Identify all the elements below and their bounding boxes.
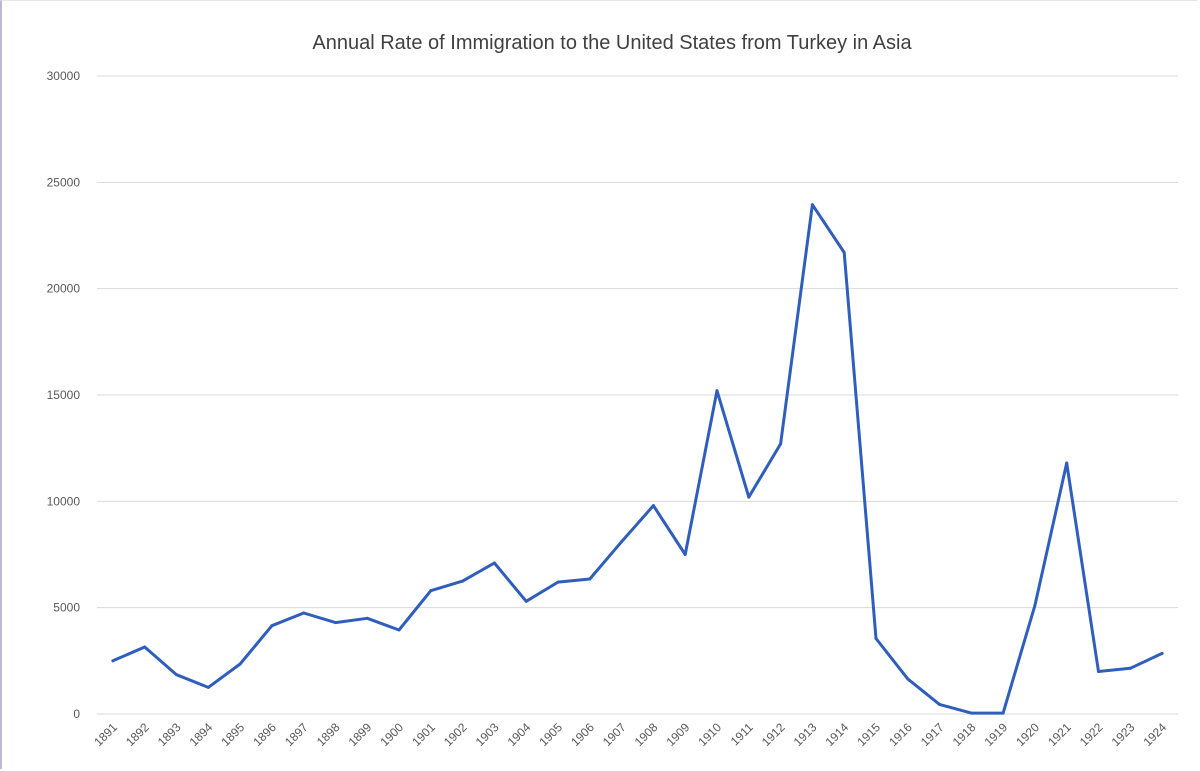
x-tick-label: 1923 xyxy=(1109,720,1138,749)
data-point-1898 xyxy=(333,621,337,625)
data-point-1920 xyxy=(1033,604,1037,608)
data-point-1918 xyxy=(969,711,973,715)
x-tick-label: 1901 xyxy=(409,720,438,749)
x-tick-label: 1915 xyxy=(854,720,883,749)
x-tick-label: 1921 xyxy=(1045,720,1074,749)
x-axis-ticks: 1891 1892 1893 1894 1895 1896 1897 1898 1899 1900… xyxy=(91,720,1169,749)
x-tick-label: 1904 xyxy=(505,720,534,749)
x-tick-label: 1916 xyxy=(886,720,915,749)
data-point-1924 xyxy=(1160,651,1164,655)
x-tick-label: 1911 xyxy=(728,720,756,748)
x-tick-label: 1903 xyxy=(473,720,502,749)
data-point-1896 xyxy=(270,624,274,628)
x-tick-label: 1898 xyxy=(314,720,343,749)
x-tick-label: 1897 xyxy=(282,720,311,749)
x-tick-label: 1902 xyxy=(441,720,470,749)
x-tick-label: 1906 xyxy=(568,720,597,749)
x-tick-label: 1918 xyxy=(950,720,979,749)
x-tick-label: 1912 xyxy=(759,720,788,749)
data-point-1905 xyxy=(556,580,560,584)
data-point-1903 xyxy=(492,561,496,565)
y-tick-label: 5000 xyxy=(53,601,80,615)
data-point-1922 xyxy=(1097,669,1101,673)
x-tick-label: 1892 xyxy=(123,720,152,749)
x-tick-label: 1917 xyxy=(918,720,947,749)
x-tick-label: 1896 xyxy=(250,720,279,749)
x-tick-label: 1919 xyxy=(981,720,1010,749)
data-point-1897 xyxy=(302,611,306,615)
data-point-1916 xyxy=(906,677,910,681)
x-tick-label: 1908 xyxy=(632,720,661,749)
chart-title: Annual Rate of Immigration to the United… xyxy=(312,32,912,54)
data-point-1895 xyxy=(238,662,242,666)
y-tick-label: 25000 xyxy=(47,175,81,189)
data-point-1911 xyxy=(747,495,751,499)
y-tick-label: 10000 xyxy=(47,494,81,508)
x-tick-label: 1909 xyxy=(664,720,693,749)
data-point-1891 xyxy=(111,659,115,663)
data-point-1912 xyxy=(779,442,783,446)
x-tick-label: 1922 xyxy=(1077,720,1106,749)
x-tick-label: 1891 xyxy=(91,720,120,749)
data-point-1917 xyxy=(938,702,942,706)
data-point-1902 xyxy=(461,579,465,583)
data-point-1899 xyxy=(365,616,369,620)
data-point-1921 xyxy=(1065,461,1069,465)
data-point-1915 xyxy=(874,637,878,641)
x-tick-label: 1905 xyxy=(536,720,565,749)
x-tick-label: 1924 xyxy=(1140,720,1169,749)
x-tick-label: 1920 xyxy=(1013,720,1042,749)
data-point-1914 xyxy=(842,251,846,255)
data-point-1893 xyxy=(174,673,178,677)
data-point-1913 xyxy=(810,203,814,207)
series-line xyxy=(111,203,1164,715)
x-tick-label: 1895 xyxy=(218,720,247,749)
y-tick-label: 0 xyxy=(73,707,80,721)
data-point-1892 xyxy=(143,645,147,649)
gridlines xyxy=(97,75,1178,715)
series-layer xyxy=(111,203,1164,715)
x-tick-label: 1914 xyxy=(823,720,852,749)
y-tick-label: 15000 xyxy=(47,388,81,402)
data-point-1906 xyxy=(588,577,592,581)
data-point-1908 xyxy=(651,504,655,508)
data-point-1901 xyxy=(429,589,433,593)
data-point-1923 xyxy=(1128,666,1132,670)
x-tick-label: 1894 xyxy=(187,720,216,749)
data-point-1910 xyxy=(715,389,719,393)
x-tick-label: 1900 xyxy=(377,720,406,749)
y-tick-label: 20000 xyxy=(47,282,81,296)
data-point-1919 xyxy=(1001,711,1005,715)
y-tick-label: 30000 xyxy=(47,69,81,83)
data-point-1894 xyxy=(206,685,210,689)
x-tick-label: 1893 xyxy=(155,720,184,749)
y-axis-ticks: 0 5000 10000 15000 20000 25000 30000 xyxy=(47,69,81,721)
data-point-1907 xyxy=(620,540,624,544)
x-tick-label: 1907 xyxy=(600,720,629,749)
x-tick-label: 1899 xyxy=(346,720,375,749)
data-point-1904 xyxy=(524,599,528,603)
x-tick-label: 1913 xyxy=(791,720,820,749)
x-tick-label: 1910 xyxy=(695,720,724,749)
data-point-1900 xyxy=(397,628,401,632)
data-point-1909 xyxy=(683,553,687,556)
